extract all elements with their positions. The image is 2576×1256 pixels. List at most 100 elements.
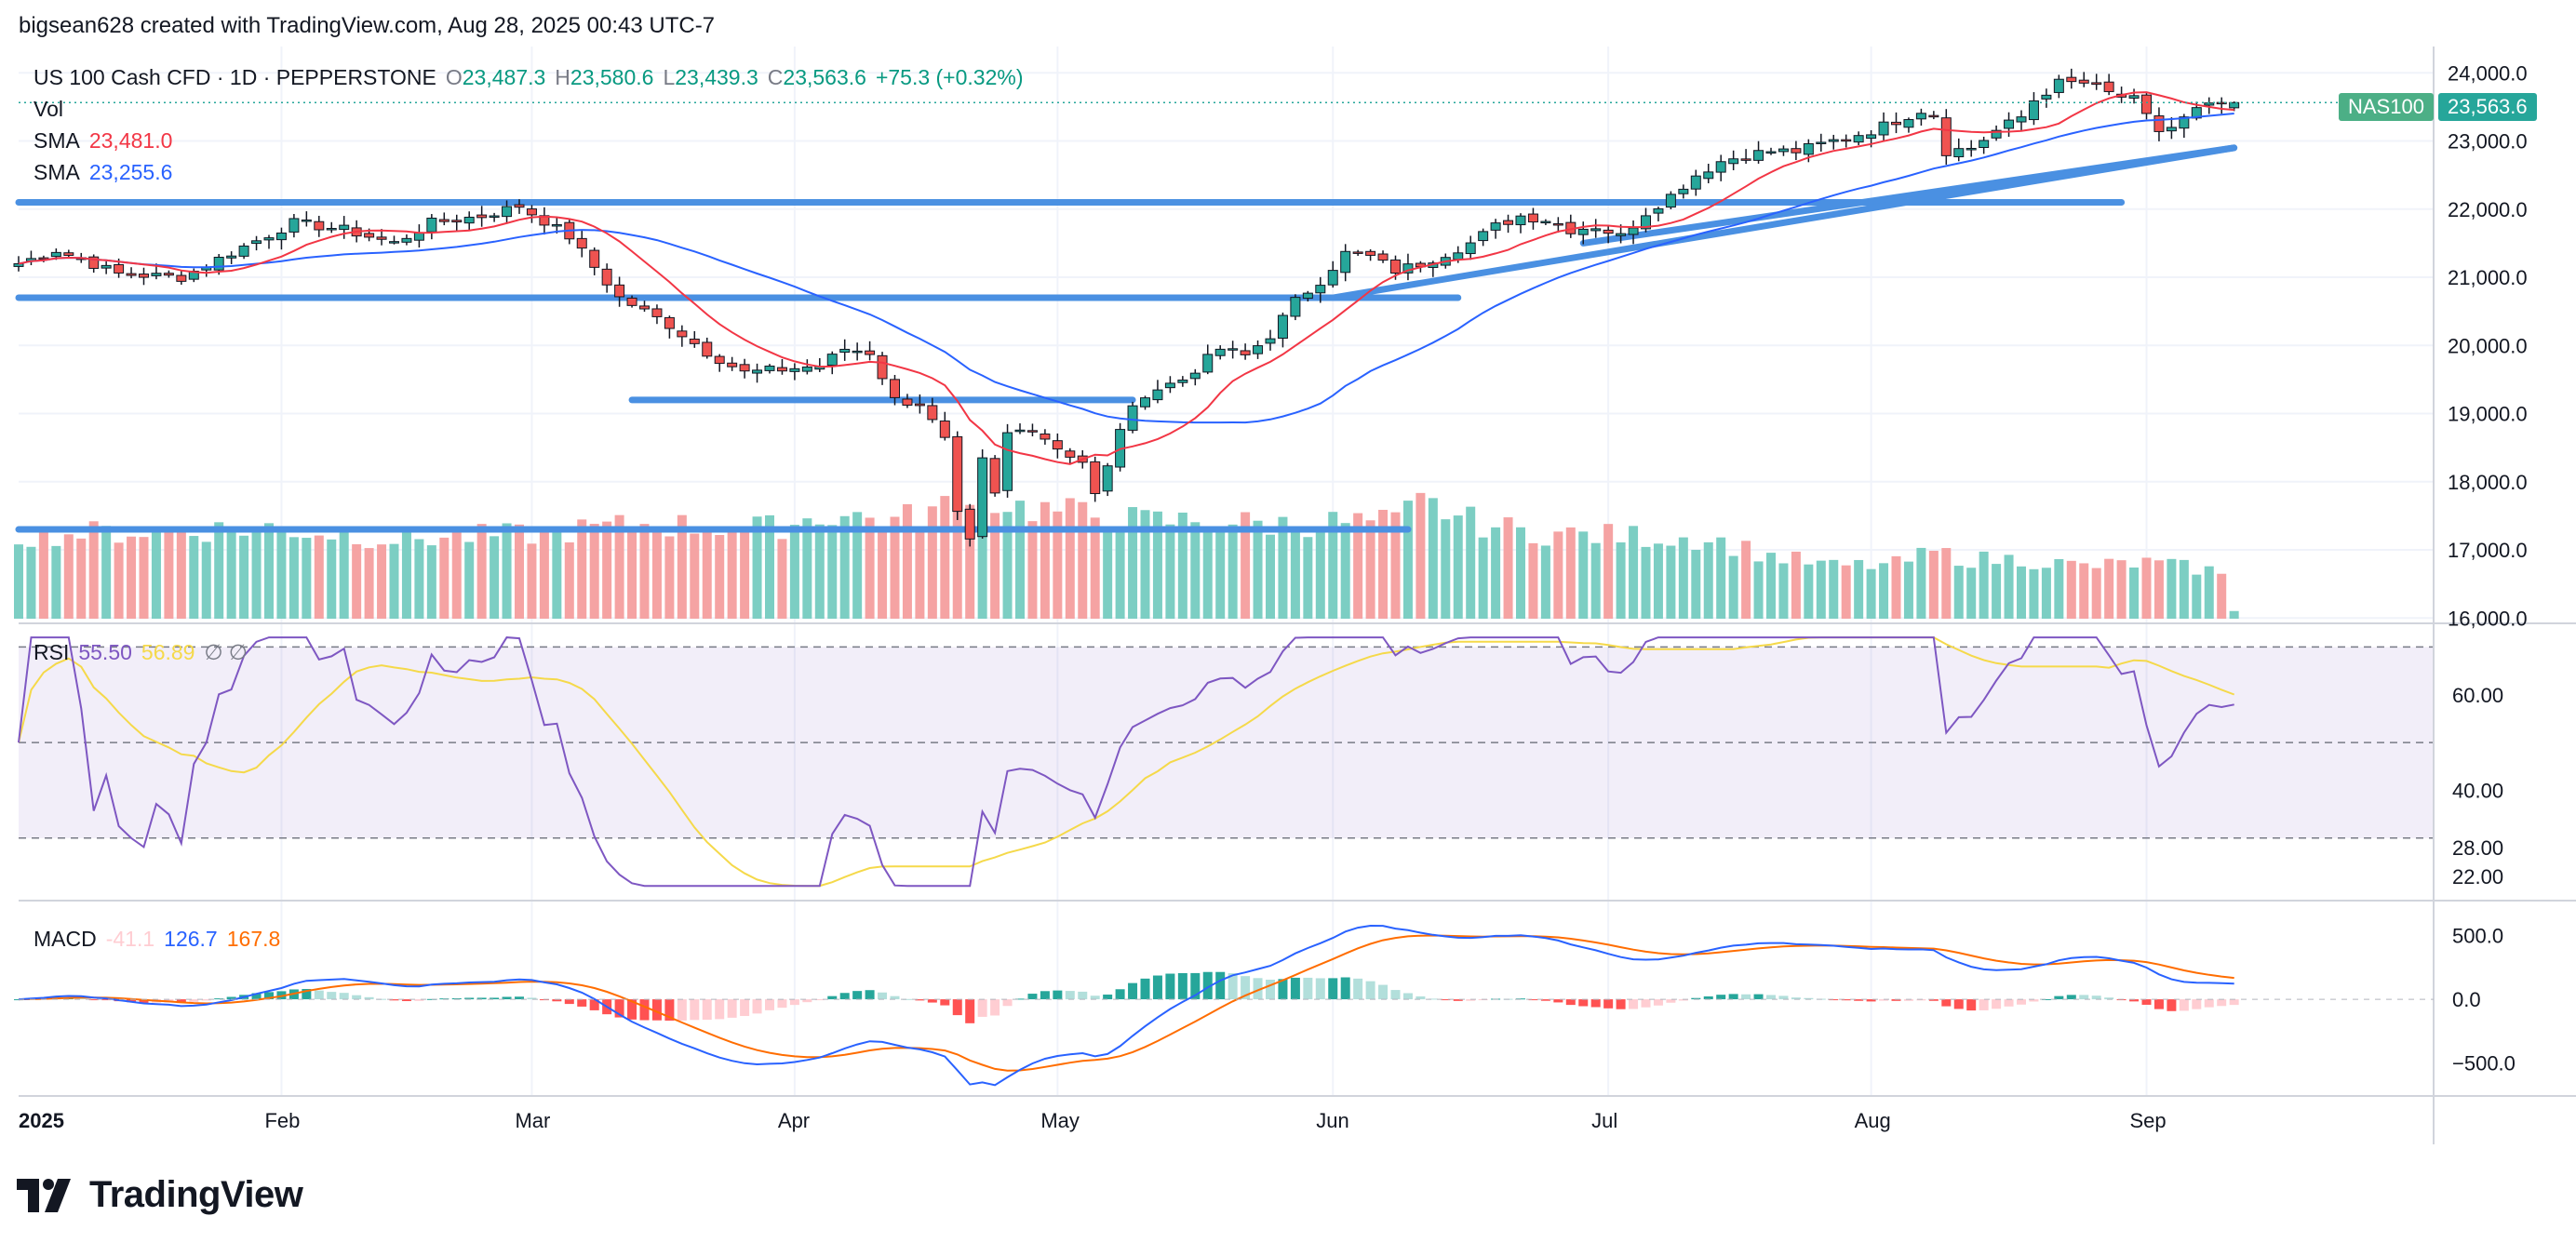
- candle: [589, 247, 600, 275]
- candle: [1565, 214, 1576, 238]
- macd-histogram-bar: [1015, 998, 1025, 1000]
- volume-bar: [1866, 568, 1876, 619]
- candle: [1240, 343, 1251, 360]
- candle-body: [1878, 121, 1889, 136]
- candle-body: [1026, 430, 1038, 433]
- candles[interactable]: [13, 68, 2240, 547]
- candle: [677, 325, 688, 347]
- candle: [1641, 207, 1651, 233]
- macd-histogram-bar: [1027, 994, 1038, 1000]
- candle: [1026, 423, 1038, 436]
- macd-histogram-bar: [1804, 997, 1814, 1000]
- volume-bar: [1328, 512, 1338, 619]
- macd-histogram-bar: [2167, 999, 2177, 1011]
- volume-bar: [1103, 529, 1113, 619]
- volume-bar: [288, 537, 299, 619]
- trend-lines[interactable]: [15, 144, 2238, 533]
- macd-histogram-bar: [839, 993, 850, 1000]
- candle-body: [1552, 222, 1563, 226]
- candle-body: [1641, 215, 1651, 230]
- candle: [1465, 235, 1476, 261]
- volume-bar: [1778, 563, 1789, 619]
- candle: [1979, 136, 1990, 154]
- volume-bar: [490, 536, 500, 619]
- macd-histogram-bar: [878, 992, 888, 1000]
- footer-brand[interactable]: TradingView: [17, 1174, 303, 1216]
- candle-body: [1991, 129, 2002, 139]
- candle: [1915, 108, 1926, 126]
- candle: [1753, 140, 1764, 164]
- candle: [1127, 401, 1138, 434]
- footer-brand-text: TradingView: [89, 1174, 303, 1215]
- macd-histogram-bar: [740, 999, 750, 1017]
- macd-histogram-bar: [927, 999, 937, 1003]
- volume-bar: [1190, 522, 1201, 619]
- macd-histogram-bar: [1866, 999, 1876, 1002]
- candle-body: [489, 215, 500, 219]
- candle-body: [1616, 233, 1627, 236]
- volume-bar: [314, 535, 324, 619]
- macd-histogram-bar: [226, 996, 236, 1000]
- price-tick-label: 16,000.0: [2448, 607, 2528, 630]
- candle-body: [2179, 116, 2190, 129]
- macd-histogram-bar: [651, 999, 662, 1021]
- macd-histogram-bar: [1578, 999, 1589, 1007]
- candle-body: [2028, 100, 2039, 121]
- volume-bar: [1002, 512, 1013, 619]
- macd-histogram-bar: [476, 997, 487, 1000]
- macd-histogram-bar: [1078, 991, 1088, 1000]
- macd-histogram-bar: [552, 999, 562, 1002]
- candle: [2216, 97, 2227, 114]
- macd-hist-value: -41.1: [105, 927, 155, 951]
- candle-body: [2041, 94, 2052, 100]
- macd-histogram-bar: [2192, 999, 2202, 1009]
- candle: [814, 357, 825, 372]
- macd-histogram-bar: [1791, 997, 1801, 1000]
- candle-body: [639, 305, 650, 310]
- candle: [2141, 92, 2152, 120]
- macd-histogram-bar: [1603, 999, 1614, 1009]
- candle: [914, 394, 925, 414]
- candle-body: [1453, 252, 1464, 261]
- price-tick-label: 21,000.0: [2448, 266, 2528, 289]
- volume-bar: [2141, 557, 2152, 619]
- candle: [1277, 312, 1288, 348]
- candle-body: [1090, 461, 1101, 495]
- volume-bar: [1841, 565, 1851, 619]
- macd-histogram-bar: [1353, 978, 1363, 1000]
- volume-bar: [515, 524, 524, 619]
- time-tick-label: Sep: [2130, 1109, 2167, 1132]
- macd-histogram-bar: [515, 996, 524, 1000]
- candle-body: [914, 403, 925, 407]
- candle: [226, 251, 237, 264]
- volume-bar: [2192, 574, 2202, 619]
- volume-bar: [1015, 501, 1025, 619]
- volume-bar: [2116, 560, 2127, 619]
- candle-body: [1740, 158, 1751, 161]
- candle: [1628, 220, 1639, 245]
- candle: [1778, 145, 1789, 156]
- sma1-label: SMA: [34, 128, 80, 153]
- macd-histogram-bar: [314, 990, 324, 1000]
- volume-bar: [14, 544, 23, 619]
- macd-histogram-bar: [890, 995, 900, 1000]
- candle: [1490, 219, 1501, 239]
- candle: [163, 270, 174, 278]
- time-tick-label: Aug: [1855, 1109, 1891, 1132]
- macd-histogram-bar: [401, 999, 411, 1002]
- volume-bar: [127, 536, 137, 619]
- macd-histogram-bar: [965, 999, 975, 1023]
- macd-histogram-bar: [264, 992, 274, 1000]
- volume-bar: [1565, 527, 1576, 619]
- candle: [739, 358, 750, 379]
- volume-bar: [1053, 511, 1063, 619]
- candle-body: [101, 264, 112, 269]
- candle: [1715, 154, 1726, 181]
- candle: [1340, 244, 1351, 282]
- candle: [1152, 380, 1163, 404]
- macd-histogram-bar: [1616, 999, 1626, 1009]
- macd-tick-label: 0.0: [2452, 988, 2481, 1011]
- volume-bar: [1090, 517, 1100, 619]
- candle-body: [163, 273, 174, 276]
